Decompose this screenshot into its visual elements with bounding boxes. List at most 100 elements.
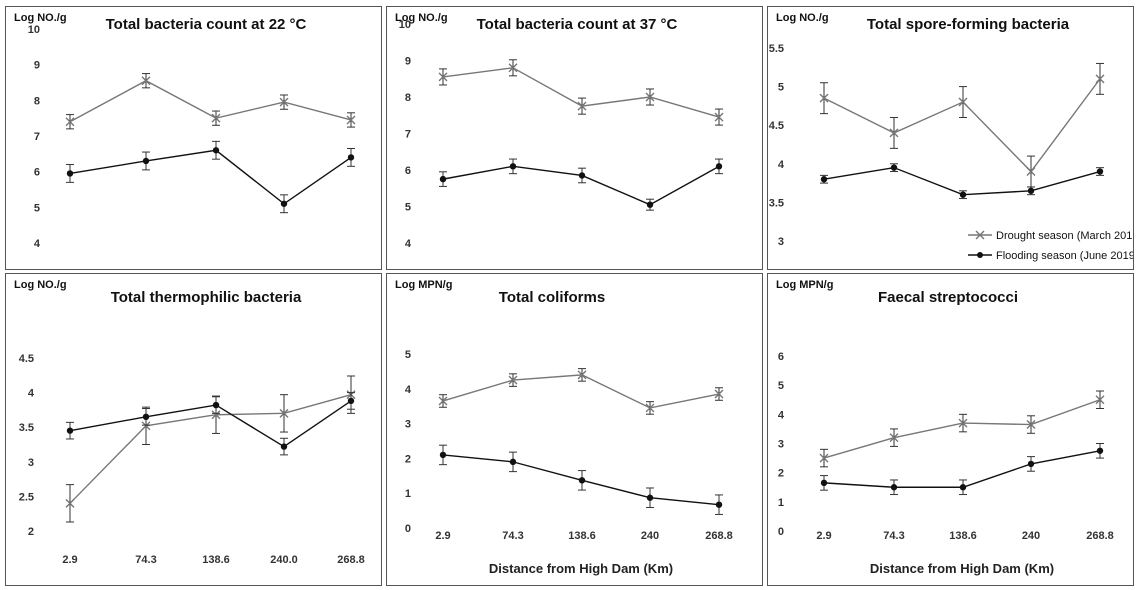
data-point-flooding — [820, 479, 828, 487]
series-line-drought — [69, 394, 352, 504]
data-point-flooding — [439, 175, 447, 183]
series-line-drought — [823, 399, 1101, 459]
data-point-flooding — [890, 484, 898, 491]
y-tick-label: 2 — [28, 526, 34, 538]
chart-svg: Total bacteria count at 22 °C Log NO./g 4 5… — [14, 12, 356, 250]
y-tick-label: 2 — [405, 453, 411, 465]
data-point-flooding — [347, 397, 355, 405]
data-point-drought — [819, 453, 829, 463]
y-axis-label: Log NO./g — [14, 279, 67, 291]
data-point-flooding — [280, 443, 288, 450]
data-point-flooding — [280, 200, 288, 207]
y-tick-label: 4.5 — [19, 353, 34, 365]
x-tick-label: 268.8 — [1086, 530, 1114, 542]
x-tick-label: 2.9 — [816, 530, 831, 542]
data-point-drought — [645, 403, 655, 413]
series-line-drought — [442, 67, 720, 118]
y-axis-label: Log NO./g — [14, 12, 67, 24]
x-tick-label: 240.0 — [270, 554, 298, 566]
y-tick-label: 3 — [778, 439, 784, 451]
y-tick-label: 10 — [28, 24, 40, 36]
chart-panel-3: Total spore-forming bacteria Log NO./g 3 3.… — [767, 6, 1134, 270]
data-point-flooding — [212, 147, 220, 154]
chart-title: Total bacteria count at 37 °C — [477, 16, 678, 33]
chart-title: Faecal streptococci — [878, 289, 1018, 306]
series-line-flooding — [69, 149, 352, 205]
y-tick-label: 1 — [405, 488, 411, 500]
data-point-flooding — [439, 451, 447, 459]
data-point-flooding — [715, 163, 723, 170]
data-point-flooding — [509, 163, 517, 170]
data-point-drought — [577, 101, 587, 111]
chart-panel-1: Total bacteria count at 22 °C Log NO./g 4 5… — [5, 6, 382, 270]
y-tick-label: 7 — [34, 131, 40, 143]
data-point-drought — [577, 370, 587, 380]
y-axis-label: Log MPN/g — [395, 279, 452, 291]
legend-label-flooding: Flooding season (June 2019) — [996, 250, 1133, 262]
y-tick-label: 4 — [34, 238, 41, 250]
y-tick-label: 9 — [405, 56, 411, 68]
y-tick-label: 8 — [405, 92, 411, 104]
y-tick-label: 4 — [778, 409, 785, 421]
data-point-drought — [889, 128, 899, 138]
chart-panel-2: Total bacteria count at 37 °C Log NO./g 4 5… — [386, 6, 763, 270]
legend-label-drought: Drought season (March 2019) — [996, 230, 1133, 242]
y-axis-label: Log MPN/g — [776, 279, 833, 291]
x-tick-label: 74.3 — [883, 530, 904, 542]
y-tick-label: 4 — [405, 384, 412, 396]
data-point-drought — [65, 498, 75, 508]
y-tick-label: 6 — [405, 165, 411, 177]
chart-title: Total thermophilic bacteria — [111, 289, 302, 306]
series-line-flooding — [69, 400, 352, 448]
y-tick-label: 5 — [405, 202, 411, 214]
y-tick-label: 2 — [778, 468, 784, 480]
data-point-drought — [65, 117, 75, 127]
data-point-flooding — [646, 494, 654, 501]
y-tick-label: 5 — [778, 82, 784, 94]
data-point-drought — [346, 115, 356, 125]
y-tick-label: 0 — [778, 526, 784, 538]
x-tick-label: 268.8 — [337, 554, 365, 566]
data-point-drought — [958, 418, 968, 428]
data-point-flooding — [142, 157, 150, 165]
y-tick-label: 3.5 — [19, 422, 34, 434]
series-line-flooding — [442, 165, 720, 206]
chart-title: Total bacteria count at 22 °C — [106, 16, 307, 33]
data-point-flooding — [578, 172, 586, 179]
y-tick-label: 5 — [34, 202, 40, 214]
x-tick-label: 74.3 — [135, 554, 156, 566]
data-point-drought — [508, 375, 518, 385]
y-tick-label: 8 — [34, 95, 40, 107]
data-point-drought — [889, 433, 899, 443]
legend: Drought season (March 2019) Flooding seas… — [968, 230, 1133, 262]
data-point-drought — [438, 396, 448, 406]
x-tick-label: 240 — [641, 530, 659, 542]
y-tick-label: 0 — [405, 523, 411, 535]
y-tick-label: 6 — [778, 351, 784, 363]
y-tick-label: 3 — [405, 419, 411, 431]
y-tick-label: 2.5 — [19, 491, 34, 503]
data-point-flooding — [1096, 168, 1104, 175]
data-point-flooding — [1027, 187, 1035, 195]
x-tick-label: 74.3 — [502, 530, 523, 542]
data-point-drought — [508, 63, 518, 73]
data-point-drought — [714, 112, 724, 122]
data-point-flooding — [715, 501, 723, 508]
y-tick-label: 4 — [28, 388, 35, 400]
chart-panel-5: Total coliforms Log MPN/g 0 1 2 3 4 5 2.9 74.3 138… — [386, 273, 763, 586]
x-tick-label: 268.8 — [705, 530, 733, 542]
data-point-flooding — [646, 201, 654, 208]
data-point-flooding — [66, 427, 74, 434]
data-point-drought — [1095, 74, 1105, 84]
data-point-drought — [645, 92, 655, 102]
chart-svg: Total spore-forming bacteria Log NO./g 3 3.… — [769, 12, 1133, 262]
chart-svg: Faecal streptococci Log MPN/g 0 1 2 3 4 5 6 2.9 74… — [776, 279, 1114, 576]
x-tick-label: 2.9 — [435, 530, 450, 542]
y-tick-label: 4 — [405, 238, 412, 250]
y-axis-label: Log NO./g — [776, 12, 829, 24]
data-point-drought — [141, 421, 151, 431]
y-tick-label: 5.5 — [769, 43, 784, 55]
data-point-drought — [211, 410, 221, 420]
y-tick-label: 9 — [34, 60, 40, 72]
x-tick-label: 138.6 — [568, 530, 596, 542]
